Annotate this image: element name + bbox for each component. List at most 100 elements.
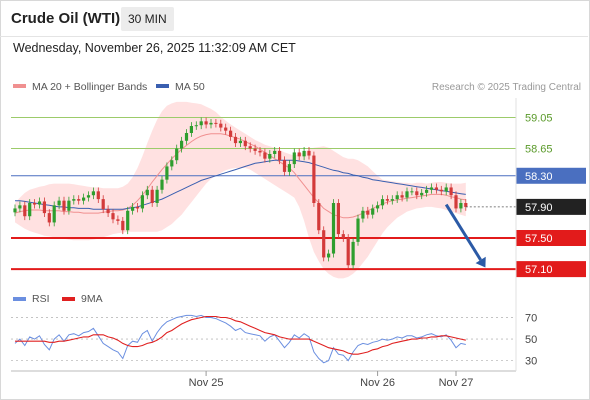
candle-body	[327, 253, 331, 258]
candle-body	[356, 218, 360, 242]
arrow-head	[475, 256, 486, 268]
candle-body	[336, 203, 340, 235]
candle-body	[331, 203, 336, 254]
candle-body	[400, 195, 404, 198]
candle-body	[189, 126, 193, 133]
time-axis: Nov 25 Nov 26 Nov 27	[11, 98, 517, 389]
price-levels	[11, 116, 516, 271]
arrow-shaft	[444, 203, 482, 261]
level-label: 57.10	[525, 264, 553, 276]
rsi-tick-label: 50	[525, 334, 537, 346]
candle-body	[415, 191, 419, 196]
candle-body	[140, 195, 144, 209]
legend-label: RSI	[32, 293, 50, 305]
legend-swatch	[156, 84, 169, 88]
candle-body	[131, 206, 135, 211]
candle-body	[224, 127, 228, 131]
candle-body	[18, 205, 22, 209]
level-label: 58.65	[525, 144, 553, 156]
candle-body	[287, 164, 291, 172]
candle-body	[160, 179, 164, 190]
candle-body	[263, 152, 267, 159]
x-tick-label: Nov 27	[439, 377, 474, 389]
forecast-arrow	[444, 203, 486, 268]
candle-body	[91, 191, 95, 196]
ma50-line	[15, 159, 466, 210]
level-label-bg	[516, 167, 586, 184]
timeframe-button[interactable]: 30 MIN	[121, 7, 174, 31]
candle-body	[395, 195, 399, 200]
price-level-labels: 59.05 58.65 58.30 57.50 57.10 57.90	[516, 112, 586, 278]
candle-body	[238, 140, 242, 144]
legend-swatch	[62, 297, 75, 301]
legend-label: 9MA	[81, 293, 103, 305]
candle-body	[101, 199, 105, 210]
candle-body	[380, 199, 385, 206]
level-label-bg	[516, 261, 586, 278]
candle-body	[86, 195, 91, 198]
last-price-label: 57.90	[525, 202, 553, 214]
last-price-label-bg	[516, 198, 586, 215]
legend-swatch	[13, 84, 26, 88]
candle-body	[111, 213, 115, 220]
candle-body	[219, 123, 223, 128]
candle-body	[273, 150, 277, 154]
candle-body	[82, 197, 86, 201]
candle-body	[361, 210, 365, 219]
legend-label: MA 50	[175, 81, 205, 93]
candle-body	[23, 205, 27, 217]
candles	[13, 117, 468, 270]
candle-body	[429, 187, 434, 190]
level-label-bg	[516, 230, 586, 246]
candle-body	[292, 152, 296, 165]
candle-body	[444, 187, 448, 192]
candle-body	[184, 133, 189, 141]
instrument-title: Crude Oil (WTI)	[11, 10, 121, 27]
legend-label: MA 20 + Bollinger Bands	[32, 81, 147, 93]
candle-body	[209, 122, 213, 125]
candle-body	[145, 189, 149, 196]
candle-body	[282, 160, 287, 172]
chart-header: Crude Oil (WTI) 30 MIN	[0, 0, 588, 37]
candle-body	[135, 206, 140, 209]
candle-body	[439, 189, 443, 192]
candle-body	[67, 200, 71, 211]
candle-body	[121, 220, 125, 231]
datetime-label: Wednesday, November 26, 2025 11:32:09 AM…	[13, 41, 296, 55]
rsi-ma-line	[15, 315, 466, 355]
bollinger-bands	[15, 101, 466, 279]
candle-body	[307, 150, 311, 156]
x-tick-label: Nov 25	[189, 377, 224, 389]
candle-body	[243, 140, 247, 147]
candle-body	[268, 154, 272, 159]
level-label: 59.05	[525, 112, 553, 124]
candle-body	[302, 150, 306, 157]
candle-body	[425, 189, 429, 193]
candle-body	[449, 187, 453, 196]
candle-body	[258, 150, 262, 153]
rsi-line	[14, 314, 466, 364]
candle-body	[204, 121, 208, 125]
candle-body	[420, 192, 424, 196]
candle-body	[126, 210, 130, 231]
candle-body	[52, 205, 56, 223]
candle-body	[150, 189, 154, 203]
candle-body	[385, 199, 389, 201]
bollinger-band-area	[15, 101, 466, 279]
candle-body	[199, 121, 203, 126]
candle-body	[37, 201, 42, 205]
candle-body	[312, 155, 316, 203]
candle-body	[180, 140, 184, 149]
candle-body	[233, 136, 238, 144]
candle-body	[62, 200, 66, 211]
candle-body	[341, 234, 345, 238]
candle-body	[459, 203, 463, 209]
candle-body	[248, 146, 252, 149]
rsi-panel: 70 50 30	[11, 313, 537, 368]
candle-body	[13, 208, 17, 213]
candle-body	[175, 148, 179, 161]
candle-body	[47, 213, 51, 223]
candle-body	[106, 209, 110, 214]
candle-body	[317, 203, 321, 231]
candle-body	[214, 122, 218, 124]
